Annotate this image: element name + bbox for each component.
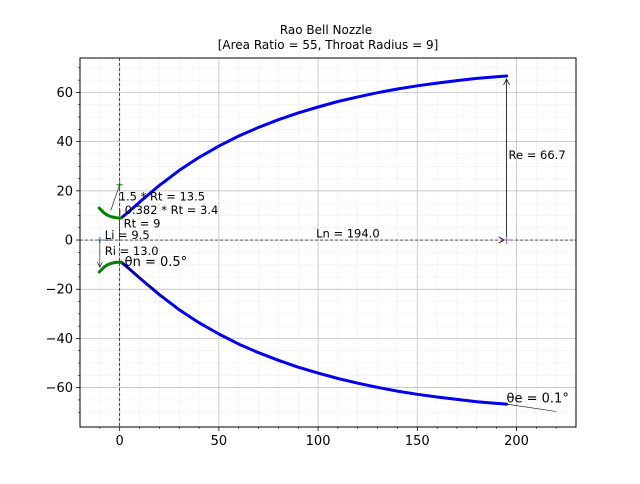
ri-arrow-head bbox=[97, 261, 103, 268]
y-tick-label: 0 bbox=[65, 234, 73, 249]
y-tick-label: 60 bbox=[56, 86, 73, 101]
annotation-9: θe = 0.1° bbox=[507, 391, 569, 406]
annotation-7: Ri = 13.0 bbox=[105, 244, 159, 258]
annotation-5: Rt = 9 bbox=[124, 217, 161, 231]
re-arrow-head bbox=[503, 78, 510, 86]
exit-center-marker bbox=[502, 236, 511, 245]
annotation-4: 0.382 * Rt = 3.4 bbox=[125, 203, 219, 217]
series-line-4 bbox=[97, 260, 123, 274]
annotation-2: Ln = 194.0 bbox=[316, 227, 380, 241]
annotation-8: θn = 0.5° bbox=[125, 255, 188, 270]
y-tick-label: −20 bbox=[46, 283, 73, 298]
theta-e-tangent-line bbox=[506, 403, 557, 412]
x-tick-label: 0 bbox=[116, 434, 124, 449]
x-tick-label: 50 bbox=[211, 434, 228, 449]
chart-subtitle: [Area Ratio = 55, Throat Radius = 9] bbox=[218, 38, 439, 52]
annotation-6: Li = 9.5 bbox=[105, 228, 150, 242]
x-tick-label: 100 bbox=[306, 434, 331, 449]
radius-upper-line bbox=[110, 184, 120, 211]
theta-n-tangent-line bbox=[121, 261, 168, 301]
series-line-3 bbox=[97, 206, 123, 220]
y-tick-label: −60 bbox=[46, 381, 73, 396]
series-line-2 bbox=[119, 260, 509, 406]
annotation-1: Re = 66.7 bbox=[509, 148, 566, 162]
y-tick-label: −40 bbox=[46, 332, 73, 347]
plot-frame bbox=[79, 57, 577, 428]
x-tick-label: 150 bbox=[405, 434, 430, 449]
x-tick-label: 200 bbox=[504, 434, 529, 449]
chart-title: Rao Bell Nozzle bbox=[280, 23, 372, 37]
annotation-3: 1.5 * Rt = 13.5 bbox=[119, 190, 205, 204]
series-line-1 bbox=[119, 74, 509, 220]
y-tick-label: 40 bbox=[56, 135, 73, 150]
y-tick-label: 20 bbox=[56, 184, 73, 199]
